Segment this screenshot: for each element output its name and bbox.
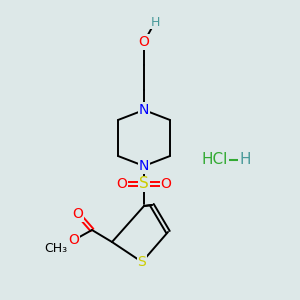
Text: H: H — [150, 16, 160, 28]
Text: O: O — [160, 177, 171, 191]
Text: H: H — [239, 152, 251, 167]
Text: CH₃: CH₃ — [44, 242, 68, 254]
Text: N: N — [139, 103, 149, 117]
Text: HCl: HCl — [202, 152, 228, 167]
Text: O: O — [139, 35, 149, 49]
Text: O: O — [117, 177, 128, 191]
Text: N: N — [139, 159, 149, 173]
Text: S: S — [139, 176, 149, 191]
Text: O: O — [69, 233, 80, 247]
Text: S: S — [138, 255, 146, 269]
Text: O: O — [73, 207, 83, 221]
